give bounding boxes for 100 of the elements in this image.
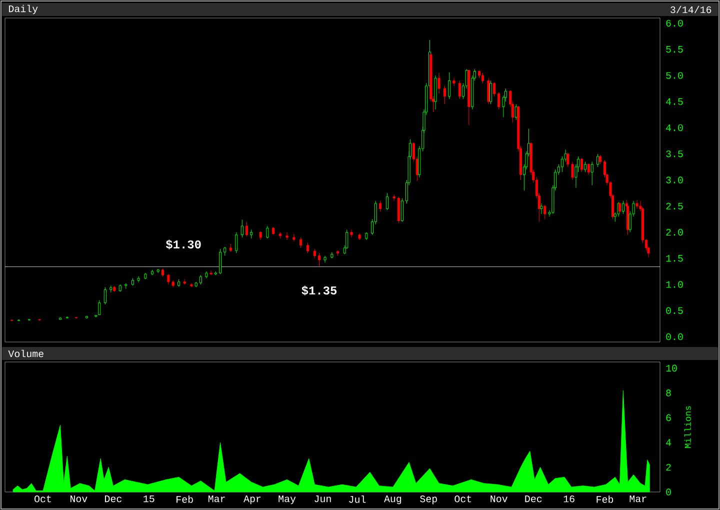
y-tick-label: 0.0 [666,333,683,340]
candlestick [580,158,584,172]
y-tick-label: 0 [666,488,671,496]
candlestick [584,161,586,172]
candlestick [94,315,98,318]
x-tick-label: Mar [630,496,646,502]
candlestick [318,252,321,266]
candlestick [266,226,269,239]
candlestick [190,282,193,288]
x-tick-label: Nov [490,496,508,502]
candlestick [443,86,446,104]
y-tick-label: 2.0 [666,228,683,236]
y-tick-label: 8 [666,390,671,396]
x-tick-label: Aug [384,496,402,504]
x-tick-label: Nov [70,496,88,502]
x-tick-label: Sep [420,495,437,504]
y-tick-label: 1.5 [666,255,683,262]
y-tick-label: 5.5 [666,46,683,53]
candlestick [452,78,456,86]
candlestick [492,82,496,97]
candlestick [178,279,180,287]
candlestick [544,204,546,220]
x-tick-label: May [278,496,296,504]
candlestick [183,279,186,285]
y-tick-label: 3.5 [666,150,683,158]
candlestick [324,256,326,263]
candlestick [598,154,602,165]
candlestick [240,219,244,238]
candlestick [250,229,253,239]
x-tick-label: Dec [105,496,122,502]
y-axis-title: Millions [684,406,691,448]
candlestick [481,72,484,84]
candlestick [132,278,134,286]
candlestick [386,192,388,210]
candlestick [161,268,164,277]
candlestick [110,285,112,293]
candlestick [502,95,505,118]
candlestick [205,271,208,278]
candlestick [596,154,600,168]
candlestick [118,284,122,292]
x-tick-label: Jul [349,496,366,503]
candlestick [124,283,128,289]
candlestick [137,276,140,283]
x-tick-label: 15 [144,496,154,502]
candlestick [478,70,481,78]
y-tick-label: 4.0 [666,124,683,132]
candlestick [471,75,474,110]
candlestick [300,237,302,248]
candlestick [292,234,296,242]
y-tick-label: 4.5 [666,98,683,105]
chart-title: Volume [8,350,44,358]
chart-title: Daily [8,4,38,14]
y-tick-label: 10 [666,364,677,372]
x-tick-label: Mar [208,496,225,502]
candlestick [540,203,543,214]
candlestick [336,250,339,256]
candlestick [590,161,594,186]
annotation: $1.35 [302,286,337,296]
candlestick [144,272,147,280]
candlestick [313,248,316,259]
y-tick-label: 2.5 [666,202,683,210]
candlestick [104,286,106,305]
y-tick-label: 3.0 [666,176,683,184]
candlestick [272,226,275,236]
candlestick [245,222,248,237]
candlestick [259,230,262,240]
x-tick-label: Oct [34,495,51,502]
candlestick [636,200,638,209]
candlestick [346,229,348,250]
candlestick [498,92,500,110]
candlestick [199,274,202,285]
candlestick [400,198,404,222]
x-tick-label: Apr [244,496,261,504]
candlestick [214,271,217,276]
candlestick [113,286,116,293]
candlestick [358,233,361,240]
candlestick [350,229,353,238]
y-tick-label: 2 [666,464,671,471]
candlestick [330,252,334,259]
candlestick [438,72,440,94]
candlestick [229,243,232,252]
annotation: $1.30 [166,240,201,250]
candlestick [397,196,400,224]
y-tick-label: 5.0 [666,72,683,79]
candlestick [235,232,238,254]
candlestick [458,80,461,100]
candlestick [487,78,490,104]
candlestick [365,232,368,240]
candlestick [286,232,288,240]
candlestick [278,232,282,239]
candlestick [448,72,451,100]
y-tick-label: 6 [666,414,671,422]
candlestick [587,163,590,176]
x-tick-label: Dec [525,496,542,502]
candlestick [151,270,154,276]
x-tick-label: Feb [596,496,614,503]
candlestick [560,156,564,172]
candlestick [306,242,310,254]
candlestick [392,194,396,202]
candlestick [490,80,492,104]
